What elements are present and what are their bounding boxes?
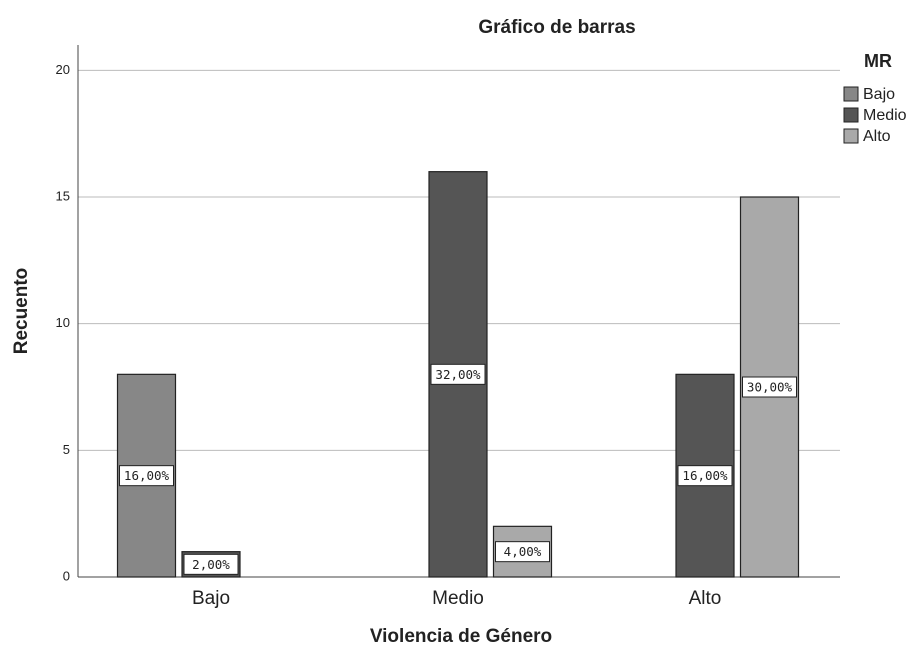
legend-label: Medio [863,107,907,124]
y-tick-label: 15 [56,188,70,203]
value-label: 4,00% [504,544,542,559]
legend-title: MR [864,51,892,71]
value-label-box [183,553,239,575]
chart-title: Gráfico de barras [478,17,635,38]
y-tick-label: 20 [56,62,70,77]
value-label-box [430,363,486,385]
x-tick-label: Alto [689,588,722,609]
legend-swatch [843,128,859,144]
value-label: 16,00% [124,468,170,483]
value-label: 2,00% [192,557,230,572]
y-tick-label: 0 [63,568,70,583]
value-label-box [119,465,174,487]
y-tick-label: 5 [63,442,70,457]
x-tick-label: Medio [432,588,484,609]
y-axis-title: Recuento [11,268,32,355]
legend-label: Bajo [863,86,895,103]
x-axis-title: Violencia de Género [370,626,552,647]
value-label-box [677,465,733,487]
legend-swatch [843,86,859,102]
legend-label: Alto [863,128,891,145]
value-label-box [495,541,550,563]
value-label-box [742,376,797,398]
value-label: 16,00% [682,468,728,483]
x-tick-label: Bajo [192,588,230,609]
legend-swatch [843,107,859,123]
y-tick-label: 10 [56,315,70,330]
value-label: 32,00% [435,367,481,382]
value-label: 30,00% [747,380,793,395]
